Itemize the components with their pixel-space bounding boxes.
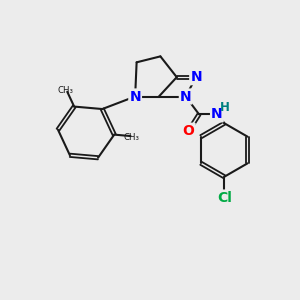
Text: N: N [129,89,141,103]
Text: CH₃: CH₃ [58,86,74,95]
Text: O: O [183,124,195,138]
Text: H: H [220,101,230,114]
Text: N: N [180,89,191,103]
Text: N: N [190,70,202,84]
Text: Cl: Cl [217,190,232,205]
Text: CH₃: CH₃ [124,133,140,142]
Text: N: N [211,107,223,121]
